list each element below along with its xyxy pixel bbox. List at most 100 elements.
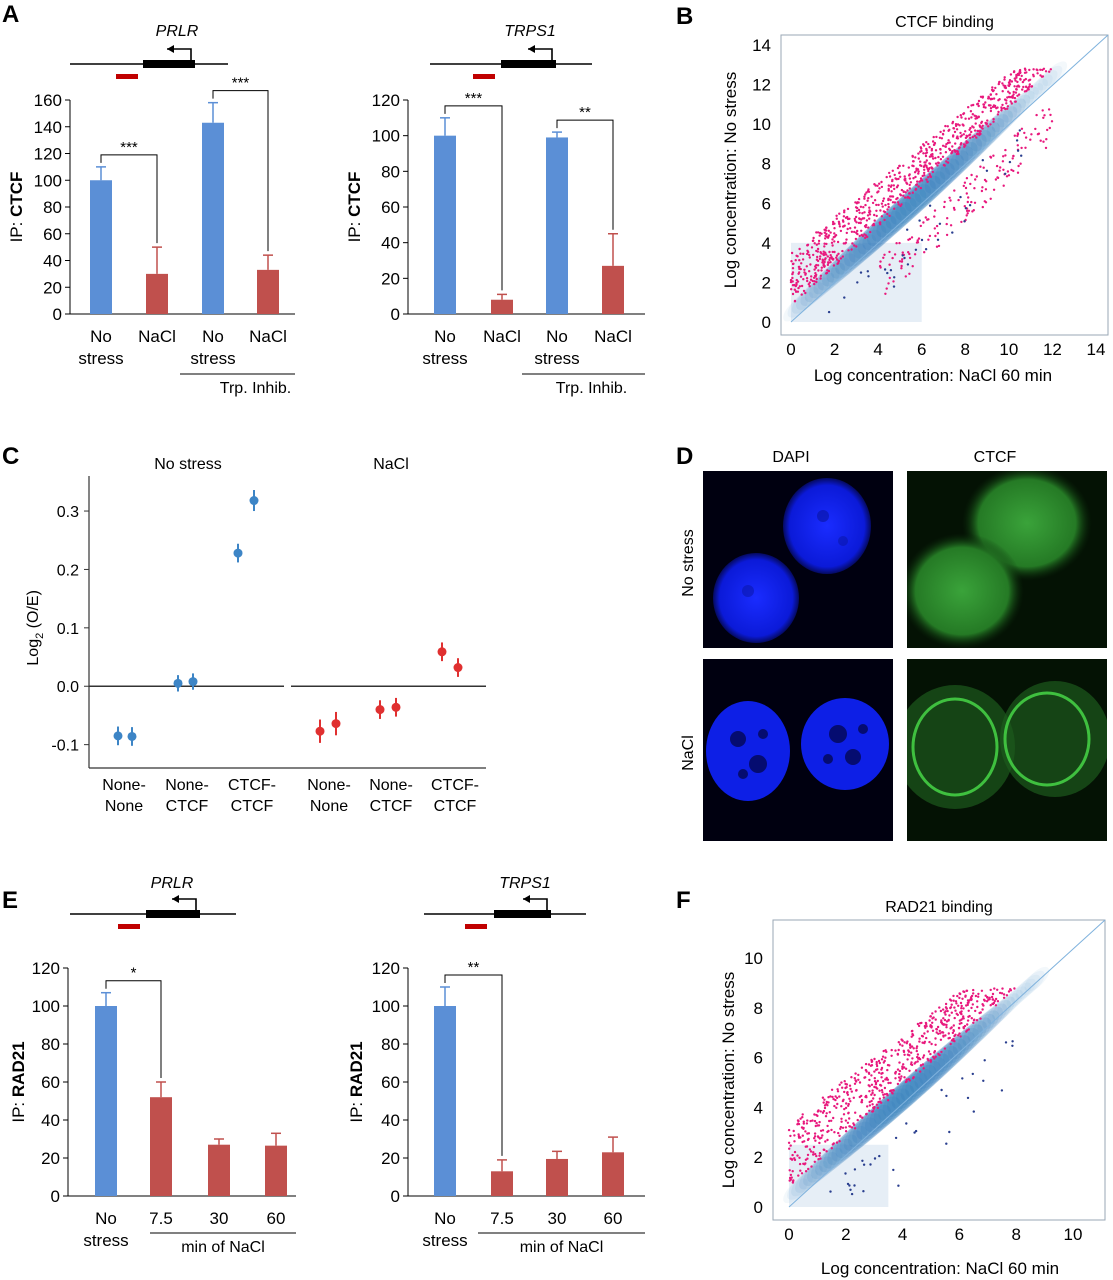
data-point <box>1006 105 1010 108</box>
data-point <box>908 256 912 260</box>
data-point <box>835 254 839 257</box>
data-point <box>968 133 972 136</box>
data-point <box>891 169 894 172</box>
data-point <box>838 223 841 226</box>
data-point <box>868 1090 871 1093</box>
density-blob <box>947 1024 983 1060</box>
density-blob <box>799 1160 828 1190</box>
data-point <box>886 212 889 216</box>
data-point <box>963 145 966 148</box>
data-point <box>897 203 900 206</box>
data-point <box>1001 82 1004 85</box>
data-point <box>1010 168 1013 172</box>
data-point <box>915 1049 918 1053</box>
data-point <box>981 124 984 128</box>
data-point <box>882 197 886 200</box>
y-tick-label: 40 <box>43 252 62 271</box>
data-point <box>1011 157 1014 160</box>
data-point <box>845 1086 848 1089</box>
data-point <box>965 209 969 213</box>
density-blob <box>987 996 1016 1025</box>
data-point <box>889 195 892 198</box>
data-point <box>899 193 902 196</box>
data-point <box>961 997 964 1000</box>
density-blob <box>997 989 1023 1016</box>
data-point <box>981 1008 984 1011</box>
data-point <box>873 213 876 217</box>
data-point <box>861 1116 864 1119</box>
data-point <box>971 125 974 128</box>
data-point <box>965 141 968 145</box>
density-blob <box>865 1092 905 1133</box>
data-point <box>863 197 866 200</box>
data-point <box>920 149 923 153</box>
data-point <box>928 162 932 165</box>
data-point <box>1008 160 1012 164</box>
data-point <box>952 994 955 998</box>
data-point <box>960 220 963 224</box>
data-point <box>919 186 923 190</box>
data-point <box>843 1080 846 1083</box>
y-tick-label: 40 <box>41 1111 60 1130</box>
data-point <box>791 280 794 283</box>
x-tick-label: No stress <box>190 327 235 368</box>
data-point <box>868 1109 871 1113</box>
data-point <box>922 1054 926 1057</box>
data-point <box>969 182 972 186</box>
data-point <box>994 178 998 181</box>
data-point <box>878 1154 881 1158</box>
data-point <box>815 231 818 234</box>
data-point <box>856 232 859 236</box>
data-point <box>917 152 920 155</box>
data-point <box>808 256 811 259</box>
data-point <box>864 1095 867 1099</box>
data-point <box>920 164 923 168</box>
data-point <box>821 258 824 261</box>
data-point <box>858 211 861 214</box>
y-tick-label: 80 <box>381 162 400 181</box>
primer-marker <box>465 924 487 929</box>
data-point <box>915 1045 919 1048</box>
gene-name: TRPS1 <box>499 875 551 892</box>
data-point <box>843 1107 846 1111</box>
data-point <box>812 253 815 257</box>
data-point <box>1003 76 1006 79</box>
data-point <box>853 1168 857 1171</box>
data-point <box>924 161 927 164</box>
data-point <box>1004 1041 1008 1044</box>
data-point <box>948 141 951 144</box>
data-point <box>814 1139 817 1142</box>
data-point <box>850 230 854 233</box>
data-point <box>868 1104 872 1107</box>
data-point <box>861 1159 864 1163</box>
data-point <box>837 260 840 263</box>
data-point <box>959 1001 963 1005</box>
data-point <box>878 1089 881 1092</box>
data-point <box>837 1131 840 1135</box>
data-point <box>1013 134 1016 137</box>
y-axis-label: Log2 (O/E) <box>25 590 46 666</box>
data-point <box>989 107 993 110</box>
data-point <box>927 169 930 173</box>
data-point <box>850 1076 853 1079</box>
data-point <box>903 1053 906 1057</box>
data-point <box>923 251 926 254</box>
data-point <box>833 240 836 243</box>
image-ctcf-nacl <box>907 659 1107 841</box>
data-point <box>898 241 901 245</box>
data-point <box>827 229 830 232</box>
data-point <box>996 113 1000 116</box>
x-tick-label: 60 <box>267 1209 286 1228</box>
density-blob <box>843 1113 882 1151</box>
y-axis-label: IP: RAD21 <box>9 1041 28 1122</box>
data-point <box>1002 996 1006 999</box>
data-point <box>966 1019 970 1022</box>
data-point <box>964 130 967 133</box>
data-point <box>939 152 942 155</box>
data-point <box>876 1079 879 1083</box>
data-point <box>883 1093 887 1096</box>
data-point <box>813 1160 816 1164</box>
data-point <box>939 130 942 134</box>
data-point <box>987 125 990 128</box>
data-point <box>856 1118 859 1122</box>
